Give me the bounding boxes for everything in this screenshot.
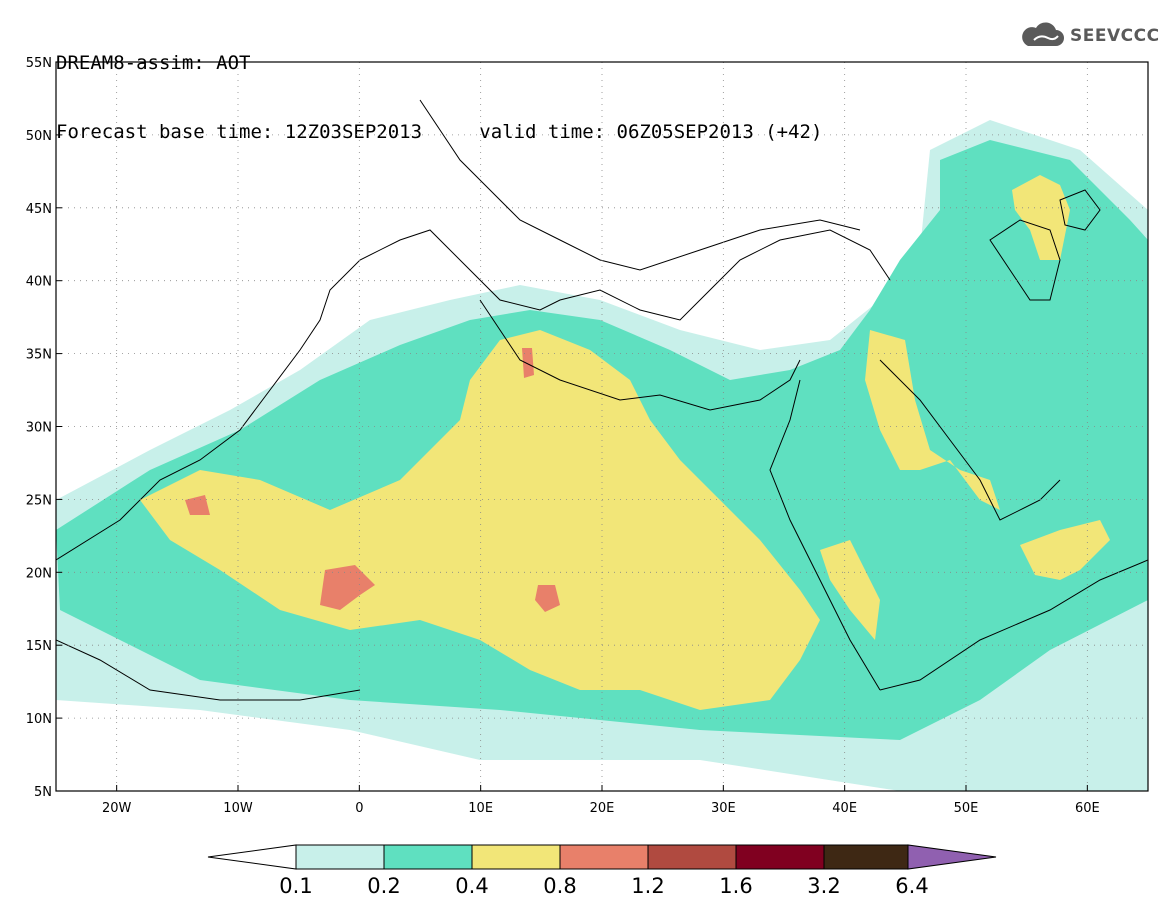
- axis-ticks: 55N 50N 45N 40N 35N 30N 25N 20N 15N 10N 5N 20W 10W 0 1…: [26, 56, 1100, 816]
- lon-tick-label: 20W: [102, 801, 132, 816]
- colorbar-label: 6.4: [895, 874, 928, 898]
- valid-time: valid time: 06Z05SEP2013 (+42): [479, 121, 823, 143]
- lat-tick-label: 5N: [34, 785, 52, 800]
- colorbar-label: 0.4: [455, 874, 488, 898]
- aot-field: [56, 120, 1148, 791]
- colorbar-label: 0.1: [279, 874, 312, 898]
- aot-band-0.4-caspian: [1012, 175, 1070, 260]
- lon-tick-label: 0: [355, 801, 363, 816]
- lon-tick-label: 60E: [1075, 801, 1100, 816]
- lat-tick-label: 55N: [26, 56, 52, 71]
- lon-tick-label: 30E: [711, 801, 736, 816]
- colorbar-label: 0.8: [543, 874, 576, 898]
- aot-band-0.8-c: [185, 495, 210, 515]
- cloud-icon: [1022, 22, 1064, 46]
- colorbar-bin-0.8: [559, 844, 649, 870]
- aot-band-0.8-d: [522, 348, 534, 378]
- aot-band-0.4-arabia: [1020, 520, 1110, 580]
- seevccc-logo: SEEVCCC: [1018, 22, 1160, 50]
- lat-tick-label: 50N: [26, 129, 52, 144]
- colorbar-low-arrow: [207, 844, 297, 870]
- forecast-times: Forecast base time: 12Z03SEP2013 valid t…: [56, 121, 822, 144]
- aot-band-0.4-sudan: [820, 540, 880, 640]
- lat-tick-label: 25N: [26, 493, 52, 508]
- logo-text: SEEVCCC: [1070, 26, 1160, 46]
- colorbar-bin-3.2: [823, 844, 909, 870]
- map-header: DREAM8-assim: AOT Forecast base time: 12…: [56, 6, 822, 167]
- lat-tick-label: 30N: [26, 421, 52, 436]
- colorbar-high-arrow: [907, 844, 997, 870]
- lat-tick-label: 15N: [26, 639, 52, 654]
- colorbar-bin-0.1: [295, 844, 385, 870]
- lat-tick-label: 35N: [26, 348, 52, 363]
- base-time: Forecast base time: 12Z03SEP2013: [56, 121, 423, 143]
- colorbar-bin-0.4: [471, 844, 561, 870]
- colorbar-label: 1.2: [631, 874, 664, 898]
- colorbar-labels: 0.1 0.2 0.4 0.8 1.2 1.6 3.2 6.4: [279, 874, 928, 898]
- colorbar-label: 1.6: [719, 874, 752, 898]
- model-title: DREAM8-assim: AOT: [56, 52, 251, 74]
- lon-tick-label: 40E: [832, 801, 857, 816]
- lon-tick-label: 20E: [590, 801, 615, 816]
- lon-tick-label: 50E: [954, 801, 979, 816]
- colorbar-label: 3.2: [807, 874, 840, 898]
- aot-band-0.4: [140, 330, 820, 710]
- colorbar: 0.1 0.2 0.4 0.8 1.2 1.6 3.2 6.4: [207, 844, 997, 898]
- lat-tick-label: 20N: [26, 566, 52, 581]
- lat-tick-label: 10N: [26, 712, 52, 727]
- aot-band-0.8-a: [320, 565, 375, 610]
- coastlines: [56, 99, 1148, 701]
- graticule: [56, 62, 1148, 791]
- lat-tick-label: 40N: [26, 275, 52, 290]
- lat-tick-label: 45N: [26, 202, 52, 217]
- colorbar-bin-1.2: [647, 844, 737, 870]
- colorbar-bin-0.2: [383, 844, 473, 870]
- lon-tick-label: 10E: [468, 801, 493, 816]
- aot-band-0.8-b: [535, 585, 560, 612]
- aot-band-0.4-east: [865, 330, 1000, 510]
- colorbar-label: 0.2: [367, 874, 400, 898]
- lon-tick-label: 10W: [223, 801, 253, 816]
- colorbar-bin-1.6: [735, 844, 825, 870]
